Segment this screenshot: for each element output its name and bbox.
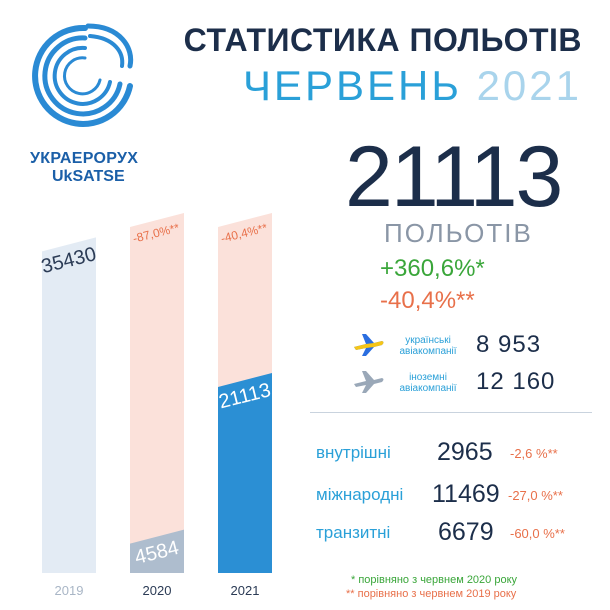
divider [310,412,592,413]
airline-label-foreign: іноземні авіакомпанії [399,372,457,394]
change-vs-2020: +360,6%* [380,255,485,282]
page-subtitle: ЧЕРВЕНЬ 2021 [243,62,582,110]
x-tick-label: 2019 [55,583,84,598]
category-change-transit: -60,0 %** [510,526,565,541]
plane-ukraine-flag-icon [354,334,384,356]
category-value-domestic: 2965 [437,438,493,466]
footnote-2019: ** порівняно з червнем 2019 року [346,588,517,600]
ukrsatse-logo [32,23,134,127]
category-label-transit: транзитні [316,523,391,542]
airline-label-ukrainian: українські авіакомпанії [399,335,457,357]
category-label-domestic: внутрішні [316,443,391,462]
x-tick-label: 2021 [231,583,260,598]
bar-background-2020 [130,213,184,573]
plane-icon [354,371,384,393]
subtitle-month: ЧЕРВЕНЬ [242,62,462,109]
total-flights-value: 21113 [345,129,563,225]
org-name: УКРАЕРОРУХ [30,150,139,167]
category-change-domestic: -2,6 %** [510,446,558,461]
page-title: СТАТИСТИКА ПОЛЬОТІВ [183,22,582,58]
footnote-2020: * порівняно з червнем 2020 року [351,574,518,586]
category-label-international: міжнародні [316,485,404,504]
subtitle-year: 2021 [476,62,582,109]
org-name-latin: UkSATSE [52,168,125,185]
bar-2020 [130,529,184,573]
change-vs-2019: -40,4%** [380,287,475,314]
category-change-international: -27,0 %** [508,488,563,503]
airline-value-ukrainian: 8 953 [476,331,542,358]
bar-2021 [218,372,272,573]
total-flights-unit: ПОЛЬОТІВ [384,218,533,248]
airline-value-foreign: 12 160 [476,368,556,395]
category-value-international: 11469 [432,480,500,508]
category-value-transit: 6679 [438,518,494,546]
bar-2019 [42,237,96,574]
flights-bar-chart: 3543020194584-87,0%**202021113-40,4%**20… [39,213,273,598]
x-tick-label: 2020 [143,583,172,598]
